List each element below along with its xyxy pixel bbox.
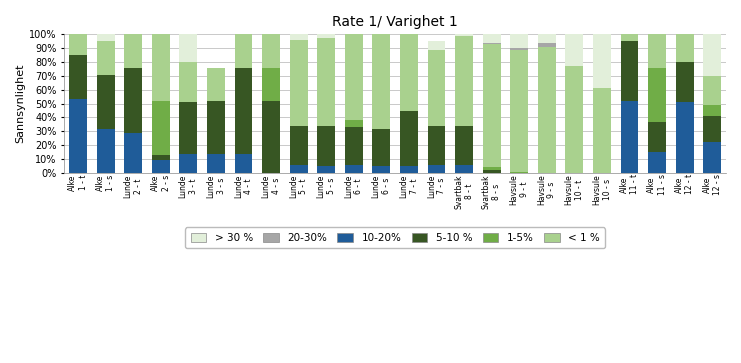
Bar <box>620 101 639 173</box>
Bar <box>262 68 280 101</box>
Bar <box>179 62 197 102</box>
Bar <box>97 34 115 41</box>
Bar <box>620 41 639 101</box>
Bar <box>207 154 225 173</box>
Bar <box>511 34 528 48</box>
Bar <box>703 142 721 173</box>
Bar <box>290 40 308 126</box>
Bar <box>179 102 197 154</box>
Bar <box>565 34 583 66</box>
Title: Rate 1/ Varighet 1: Rate 1/ Varighet 1 <box>332 15 458 29</box>
Bar <box>69 55 87 99</box>
Bar <box>69 34 87 55</box>
Bar <box>482 34 501 42</box>
Bar <box>703 105 721 116</box>
Bar <box>317 166 335 173</box>
Bar <box>124 34 142 68</box>
Bar <box>455 165 473 173</box>
Bar <box>703 76 721 105</box>
Bar <box>152 101 170 155</box>
Bar <box>703 34 721 76</box>
Bar <box>648 152 666 173</box>
Bar <box>373 166 391 173</box>
Bar <box>428 41 445 50</box>
Bar <box>290 126 308 165</box>
Y-axis label: Sannsynlighet: Sannsynlighet <box>15 64 25 143</box>
Bar <box>428 50 445 126</box>
Bar <box>482 167 501 170</box>
Bar <box>648 122 666 152</box>
Bar <box>124 133 142 173</box>
Bar <box>400 111 418 166</box>
Bar <box>676 34 694 62</box>
Bar <box>235 68 253 154</box>
Bar <box>345 34 363 120</box>
Bar <box>152 155 170 160</box>
Bar <box>290 165 308 173</box>
Bar <box>124 68 142 133</box>
Bar <box>317 126 335 166</box>
Bar <box>511 50 528 172</box>
Bar <box>345 127 363 165</box>
Bar <box>152 160 170 173</box>
Bar <box>262 101 280 173</box>
Bar <box>455 36 473 126</box>
Bar <box>97 74 115 129</box>
Bar <box>565 66 583 173</box>
Bar <box>152 34 170 101</box>
Bar <box>676 102 694 173</box>
Bar <box>538 47 556 173</box>
Bar <box>97 41 115 74</box>
Bar <box>511 172 528 173</box>
Bar <box>648 68 666 122</box>
Bar <box>593 89 611 173</box>
Bar <box>400 34 418 111</box>
Bar <box>620 34 639 41</box>
Bar <box>482 42 501 44</box>
Bar <box>290 34 308 40</box>
Bar <box>593 34 611 89</box>
Bar <box>538 42 556 47</box>
Bar <box>373 34 391 129</box>
Bar <box>676 62 694 102</box>
Bar <box>345 165 363 173</box>
Bar <box>648 34 666 68</box>
Bar <box>455 34 473 36</box>
Bar <box>317 38 335 126</box>
Bar <box>179 34 197 62</box>
Bar <box>207 101 225 154</box>
Bar <box>428 126 445 165</box>
Bar <box>69 99 87 173</box>
Bar <box>455 126 473 165</box>
Bar <box>373 129 391 166</box>
Bar <box>235 34 253 68</box>
Bar <box>345 120 363 127</box>
Bar <box>511 48 528 50</box>
Bar <box>428 165 445 173</box>
Bar <box>482 44 501 167</box>
Bar <box>482 170 501 173</box>
Bar <box>262 34 280 68</box>
Bar <box>317 34 335 38</box>
Bar <box>235 154 253 173</box>
Legend: > 30 %, 20-30%, 10-20%, 5-10 %, 1-5%, < 1 %: > 30 %, 20-30%, 10-20%, 5-10 %, 1-5%, < … <box>185 228 605 248</box>
Bar <box>207 68 225 101</box>
Bar <box>97 129 115 173</box>
Bar <box>400 166 418 173</box>
Bar <box>538 34 556 42</box>
Bar <box>703 116 721 142</box>
Bar <box>179 154 197 173</box>
